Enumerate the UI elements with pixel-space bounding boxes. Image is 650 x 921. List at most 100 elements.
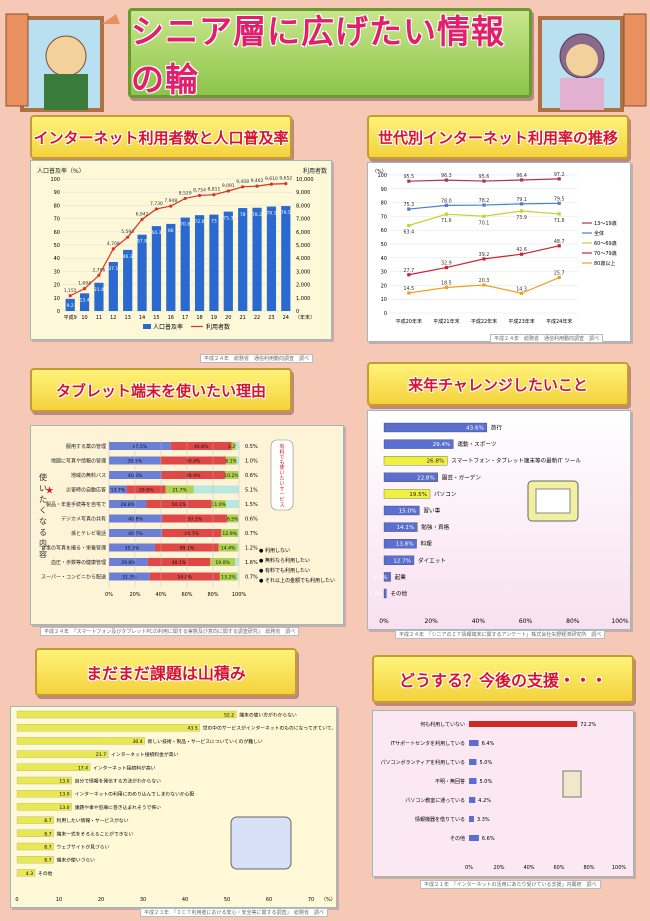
bar — [16, 829, 54, 837]
bar-label: 21.7 — [96, 752, 106, 758]
challenges-chart: 43.6% 旅行 29.4% 運動・スポーツ 26.8% スマートフォン・タブレット端末等… — [369, 422, 629, 625]
right-label: 0.5% — [245, 444, 258, 450]
segment-label: 29.8% — [121, 560, 136, 566]
callout-char: た — [279, 476, 284, 482]
line-point — [255, 184, 259, 188]
line-label: 1,694 — [78, 281, 91, 287]
category-label: ダイエット — [418, 556, 446, 564]
point-label: 18.5 — [441, 280, 452, 286]
bar-label: 13.8% — [396, 542, 414, 548]
x-tick-label: 60% — [519, 618, 533, 625]
y-tick-left: 80 — [54, 203, 60, 209]
bar-label: 8.7 — [44, 845, 51, 851]
point-label: 97.2 — [554, 172, 565, 178]
y-tick-left: 30 — [54, 269, 60, 275]
point-label: 95.5 — [403, 174, 414, 180]
category-label: パソコン教室に通っている — [405, 797, 465, 804]
category-label: 地図に写真や情報の管理 — [51, 458, 106, 465]
y-tick-left: 0 — [57, 309, 60, 315]
stack-segment — [109, 543, 155, 552]
stack-segment — [238, 529, 239, 537]
bar-label: 79.1 — [266, 211, 276, 217]
issues-chart-panel: 52.2 端末の使い方がわからない 43.5 世の中のサービスがインターネットのものに… — [10, 706, 337, 908]
series-point — [520, 202, 524, 206]
category-label: 新しい技術・製品・サービスについていくのが難しい — [148, 738, 263, 745]
line-label: 9,462 — [251, 178, 264, 184]
bar-label: 72.6 — [195, 219, 205, 225]
series-point — [482, 214, 486, 218]
confused-computer-icon — [230, 816, 292, 870]
bar — [469, 759, 477, 765]
x-tick-label: 13 — [125, 315, 131, 321]
line-label: 6,942 — [136, 211, 149, 217]
stack-segment — [237, 543, 239, 552]
bar-label: 75.3 — [223, 216, 233, 222]
series-point — [520, 209, 524, 213]
x-unit: （%） — [321, 897, 336, 903]
stack-segment — [109, 485, 127, 494]
category-label: スマートフォン・タブレット端末等の最新IT ツール — [451, 457, 581, 465]
line-label: 8,754 — [193, 187, 206, 193]
x-tick-label: 12 — [110, 315, 116, 321]
x-tick-label: 20 — [98, 897, 104, 903]
bar — [469, 835, 479, 841]
point-label: 96.3 — [441, 173, 452, 179]
x-tick-label: 17 — [182, 315, 188, 321]
line-point — [241, 185, 245, 189]
point-label: 75.3 — [403, 202, 414, 208]
x-tick-label: 50 — [224, 897, 230, 903]
stack-segment — [219, 572, 238, 581]
y-tick-right: 4,000 — [296, 256, 310, 262]
callout-char: ー — [279, 492, 284, 498]
generation-usage-chart: （%） 0 10 20 30 40 50 60 70 80 90 100 平成20年末 平成21年末 平成2… — [372, 169, 617, 325]
y-tick-left: 10 — [54, 296, 60, 302]
callout-char: ス — [279, 502, 284, 508]
bar — [16, 790, 72, 798]
point-label: 73.9 — [516, 215, 527, 221]
x-tick-label: 60% — [181, 592, 192, 598]
bar-label: 12.7% — [393, 558, 411, 564]
point-label: 14.3 — [516, 286, 527, 292]
right-label: 0.7% — [245, 531, 258, 537]
stack-segment — [146, 500, 212, 508]
y-tick-right: 6,000 — [296, 230, 310, 236]
category-label: 服用する薬の管理 — [66, 443, 106, 450]
section-title-future-support: どうする？今後の支援・・・ — [372, 655, 634, 703]
x-tick-label: 60% — [553, 865, 564, 871]
x-tick-label: 70 — [308, 897, 314, 903]
internet-users-chart: 人口普及率（%） 利用者数（万人） 0 0 10 1,000 20 2,000 30 3,000 4… — [37, 167, 331, 331]
x-tick-label: 23 — [268, 315, 274, 321]
y-tick: 0 — [384, 311, 387, 317]
x-tick-label: 21 — [240, 315, 246, 321]
stack-segment — [165, 485, 194, 494]
s3-source: 平成２４年 「スマートフォン及びタブレットPCの利用に関する実態及び意向に関する… — [40, 627, 300, 636]
right-label: 1.5% — [245, 502, 258, 508]
line-point — [226, 189, 230, 193]
vertical-label-char: な — [39, 517, 47, 526]
line-label: 1,155 — [64, 288, 77, 294]
y-tick: 70 — [381, 214, 387, 220]
stack-segment — [234, 558, 239, 566]
category-label: 旅行 — [491, 424, 503, 432]
bar-label: 19.5% — [409, 492, 427, 498]
stack-segment — [149, 572, 220, 581]
segment-label: 8.5% — [227, 517, 239, 523]
line-point — [212, 193, 216, 197]
issues-chart: 52.2 端末の使い方がわからない 43.5 世の中のサービスがインターネットのものに… — [15, 710, 336, 903]
bar — [151, 226, 162, 311]
category-label: その他 — [38, 870, 53, 877]
star-icon: ★ — [45, 486, 54, 497]
s2-source: 平成２４年 総務省 通信利用動向調査 調べ — [490, 334, 604, 343]
point-label: 48.7 — [554, 239, 565, 245]
y-tick-left: 20 — [54, 283, 60, 289]
segment-label: 40.7% — [128, 531, 143, 537]
y-tick-left: 60 — [54, 230, 60, 236]
legend-label: 13～19歳 — [594, 220, 617, 227]
computer-screen-icon — [535, 488, 571, 514]
x-tick-label: 20% — [493, 865, 504, 871]
bar-label: 52.2 — [224, 713, 234, 719]
page-title: シニア層に広げたい情報の輪 — [128, 8, 532, 99]
bar-label: 46.3 — [123, 254, 133, 260]
bar-label: 22.8% — [417, 475, 435, 481]
bar — [281, 206, 291, 311]
